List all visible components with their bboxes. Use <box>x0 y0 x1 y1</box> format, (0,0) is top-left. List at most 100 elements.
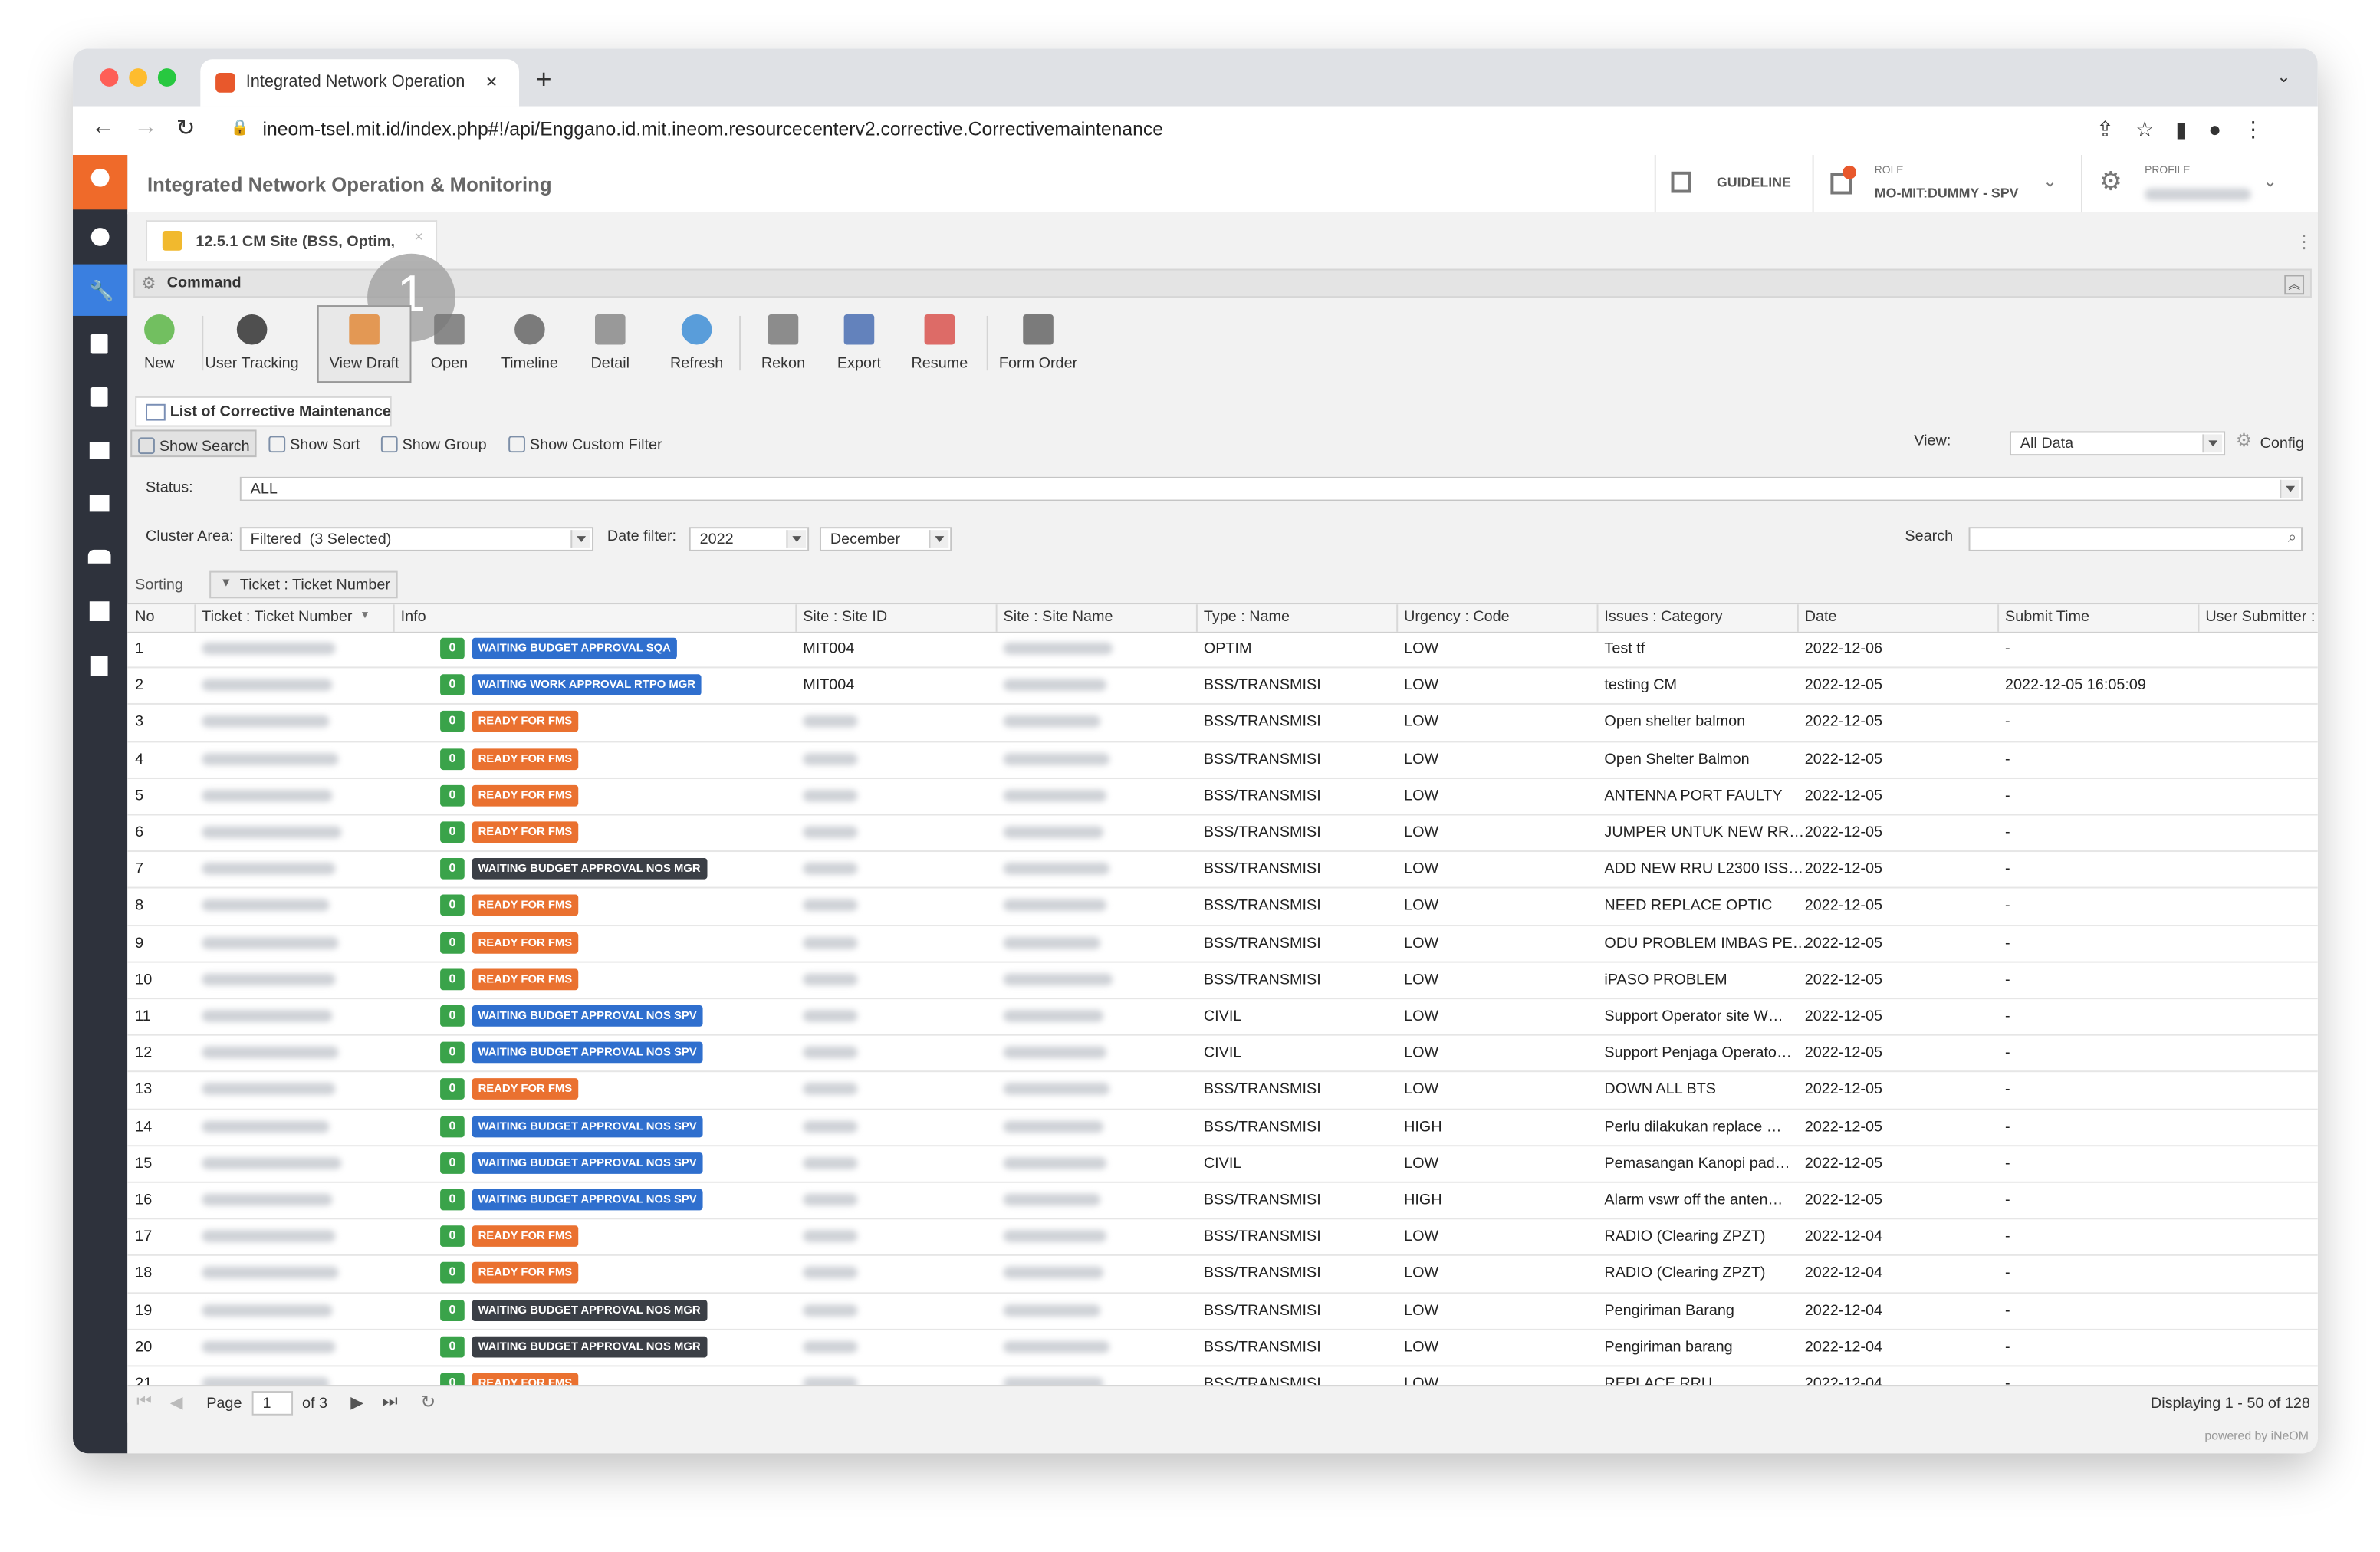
grid-row[interactable]: 4 0 READY FOR FMS BSS/TRANSMISI LOW Open Shel… <box>127 742 2318 779</box>
grid-row[interactable]: 21 0 READY FOR FMS BSS/TRANSMISI LOW REPLACE … <box>127 1366 2318 1387</box>
column-header[interactable]: Date <box>1804 609 1837 626</box>
month-select[interactable]: December <box>819 527 952 551</box>
collapse[interactable]: ︽ <box>2284 275 2305 295</box>
toolbar-button[interactable]: Open <box>430 355 468 373</box>
grid-row[interactable]: 6 0 READY FOR FMS BSS/TRANSMISI LOW JUMPER UN… <box>127 815 2318 853</box>
cluster-select[interactable]: Filtered (3 Selected) <box>239 527 594 551</box>
page-input[interactable]: 1 <box>251 1391 294 1416</box>
year-select[interactable]: 2022 <box>689 527 810 551</box>
nav-item[interactable] <box>90 656 108 676</box>
column-header[interactable]: Type : Name <box>1203 609 1290 626</box>
toolbar-button[interactable]: Detail <box>590 355 630 373</box>
module-tab[interactable]: 12.5.1 CM Site (BSS, Optim, × <box>146 220 438 261</box>
guideline[interactable]: GUIDELINE <box>1716 174 1791 190</box>
grid-row[interactable]: 12 0 WAITING BUDGET APPROVAL NOS SPV CIVIL L… <box>127 1036 2318 1073</box>
tab-menu[interactable]: ⌄ <box>2276 68 2291 87</box>
column-header[interactable]: User Submitter : <box>2205 609 2316 626</box>
list-tool[interactable]: Show Custom Filter <box>502 429 668 457</box>
toolbar-button[interactable]: Resume <box>911 355 968 373</box>
list-tab[interactable]: List of Corrective Maintenance <box>135 396 392 427</box>
window-zoom[interactable] <box>157 68 176 87</box>
pager-refresh[interactable]: ↻ <box>420 1391 436 1412</box>
url[interactable]: ineom-tsel.mit.id/index.php#!/api/Enggan… <box>262 118 1164 140</box>
toolbar-button[interactable]: Export <box>837 355 882 373</box>
column-header[interactable]: Ticket : Ticket Number <box>202 609 353 626</box>
nav-item[interactable] <box>90 387 108 407</box>
list-tool[interactable]: Show Sort <box>262 429 366 457</box>
nav-item[interactable] <box>89 442 110 459</box>
new-tab[interactable]: + <box>535 64 552 94</box>
grid-row[interactable]: 19 0 WAITING BUDGET APPROVAL NOS MGR BSS/TR… <box>127 1294 2318 1330</box>
grid-row[interactable]: 7 0 WAITING BUDGET APPROVAL NOS MGR BSS/TRA… <box>127 852 2318 889</box>
status-select[interactable]: ALL <box>239 476 2303 501</box>
grid-row[interactable]: 17 0 READY FOR FMS BSS/TRANSMISI LOW RADIO (C… <box>127 1220 2318 1257</box>
back[interactable]: ← <box>90 113 116 140</box>
grid-row[interactable]: 2 0 WAITING WORK APPROVAL RTPO MGR MIT004 BS… <box>127 669 2318 705</box>
nav-item[interactable] <box>90 334 108 354</box>
column-header[interactable]: Info <box>400 609 426 626</box>
nav-dashboard[interactable] <box>90 228 110 246</box>
grid-row[interactable]: 13 0 READY FOR FMS BSS/TRANSMISI LOW DOWN ALL… <box>127 1073 2318 1110</box>
urgency: LOW <box>1404 677 1439 695</box>
role-caret[interactable]: ⌄ <box>2043 173 2057 192</box>
grid-row[interactable]: 9 0 READY FOR FMS BSS/TRANSMISI LOW ODU PROBL… <box>127 926 2318 963</box>
settings-icon[interactable]: ⚙ <box>2099 166 2122 196</box>
nav-item[interactable] <box>87 549 111 564</box>
app-logo[interactable] <box>73 155 128 210</box>
list-tool[interactable]: Show Group <box>375 429 493 457</box>
config[interactable]: Config <box>2260 436 2304 453</box>
profile-caret[interactable]: ⌄ <box>2263 173 2277 192</box>
toolbar-button[interactable]: Form Order <box>998 355 1078 373</box>
grid-row[interactable]: 1 0 WAITING BUDGET APPROVAL SQA MIT004 OPTIM… <box>127 632 2318 669</box>
role[interactable]: MO-MIT:DUMMY - SPV <box>1874 185 2019 201</box>
browser-actions[interactable]: ⇪☆▮●⋮ <box>2096 117 2286 142</box>
nav-active[interactable]: 🔧 <box>73 264 128 316</box>
grid-row[interactable]: 14 0 WAITING BUDGET APPROVAL NOS SPV BSS/TR… <box>127 1110 2318 1146</box>
pager-next[interactable]: ▶ <box>350 1394 364 1412</box>
grid-row[interactable]: 15 0 WAITING BUDGET APPROVAL NOS SPV CIVIL L… <box>127 1146 2318 1183</box>
pager-last[interactable]: ⏭ <box>382 1393 398 1411</box>
column-header[interactable]: Site : Site Name <box>1003 609 1113 626</box>
toolbar-button[interactable]: Refresh <box>669 355 724 373</box>
column-header[interactable]: Submit Time <box>2005 609 2090 626</box>
browser-tab[interactable]: Integrated Network Operation × <box>200 59 520 107</box>
reload[interactable]: ↻ <box>176 115 196 142</box>
sort-caret: ▼ <box>220 575 232 590</box>
column-header[interactable]: No <box>135 609 155 626</box>
toolbar-icon <box>1023 314 1054 345</box>
content-menu[interactable]: ⋮ <box>2295 231 2313 252</box>
search-input[interactable]: ⌕ <box>1968 527 2303 551</box>
search-icon[interactable]: ⌕ <box>2288 530 2297 547</box>
sorting-chip[interactable]: ▼ Ticket : Ticket Number <box>209 570 398 599</box>
window-close[interactable] <box>100 68 119 87</box>
nav-item[interactable] <box>89 601 110 621</box>
column-divider <box>1396 604 1399 632</box>
column-header[interactable]: Urgency : Code <box>1404 609 1510 626</box>
grid-row[interactable]: 5 0 READY FOR FMS BSS/TRANSMISI LOW ANTENNA P… <box>127 779 2318 816</box>
module-tab-close[interactable]: × <box>414 229 423 246</box>
pager-first[interactable]: ⏮ <box>136 1393 152 1411</box>
grid-row[interactable]: 3 0 READY FOR FMS BSS/TRANSMISI LOW Open shel… <box>127 705 2318 742</box>
toolbar-button[interactable]: Timeline <box>501 355 558 373</box>
grid-row[interactable]: 18 0 READY FOR FMS BSS/TRANSMISI LOW RADIO (C… <box>127 1257 2318 1294</box>
grid-row[interactable]: 8 0 READY FOR FMS BSS/TRANSMISI LOW NEED REPL… <box>127 889 2318 926</box>
list-tool[interactable]: Show Search <box>130 429 258 458</box>
window-minimize[interactable] <box>129 68 148 87</box>
view-select[interactable]: All Data <box>2009 431 2226 456</box>
toolbar-button[interactable]: New <box>144 355 175 373</box>
toolbar-button[interactable]: Rekon <box>761 355 806 373</box>
toolbar-button[interactable]: User Tracking <box>205 355 299 373</box>
grid-row[interactable]: 20 0 WAITING BUDGET APPROVAL NOS MGR BSS/TR… <box>127 1330 2318 1367</box>
toolbar-separator <box>986 315 988 371</box>
pager-prev[interactable]: ◀ <box>169 1394 183 1412</box>
toolbar-button[interactable]: View Draft <box>329 355 399 373</box>
column-header[interactable]: Issues : Category <box>1604 609 1723 626</box>
grid-row[interactable]: 16 0 WAITING BUDGET APPROVAL NOS SPV BSS/TR… <box>127 1183 2318 1220</box>
tab-close[interactable]: × <box>485 70 498 93</box>
grid-row[interactable]: 10 0 READY FOR FMS BSS/TRANSMISI LOW iPASO PR… <box>127 962 2318 1000</box>
forward[interactable]: → <box>133 113 158 140</box>
column-header[interactable]: Site : Site ID <box>803 609 888 626</box>
grid-row[interactable]: 11 0 WAITING BUDGET APPROVAL NOS SPV CIVIL L… <box>127 999 2318 1037</box>
nav-item[interactable] <box>89 495 110 512</box>
